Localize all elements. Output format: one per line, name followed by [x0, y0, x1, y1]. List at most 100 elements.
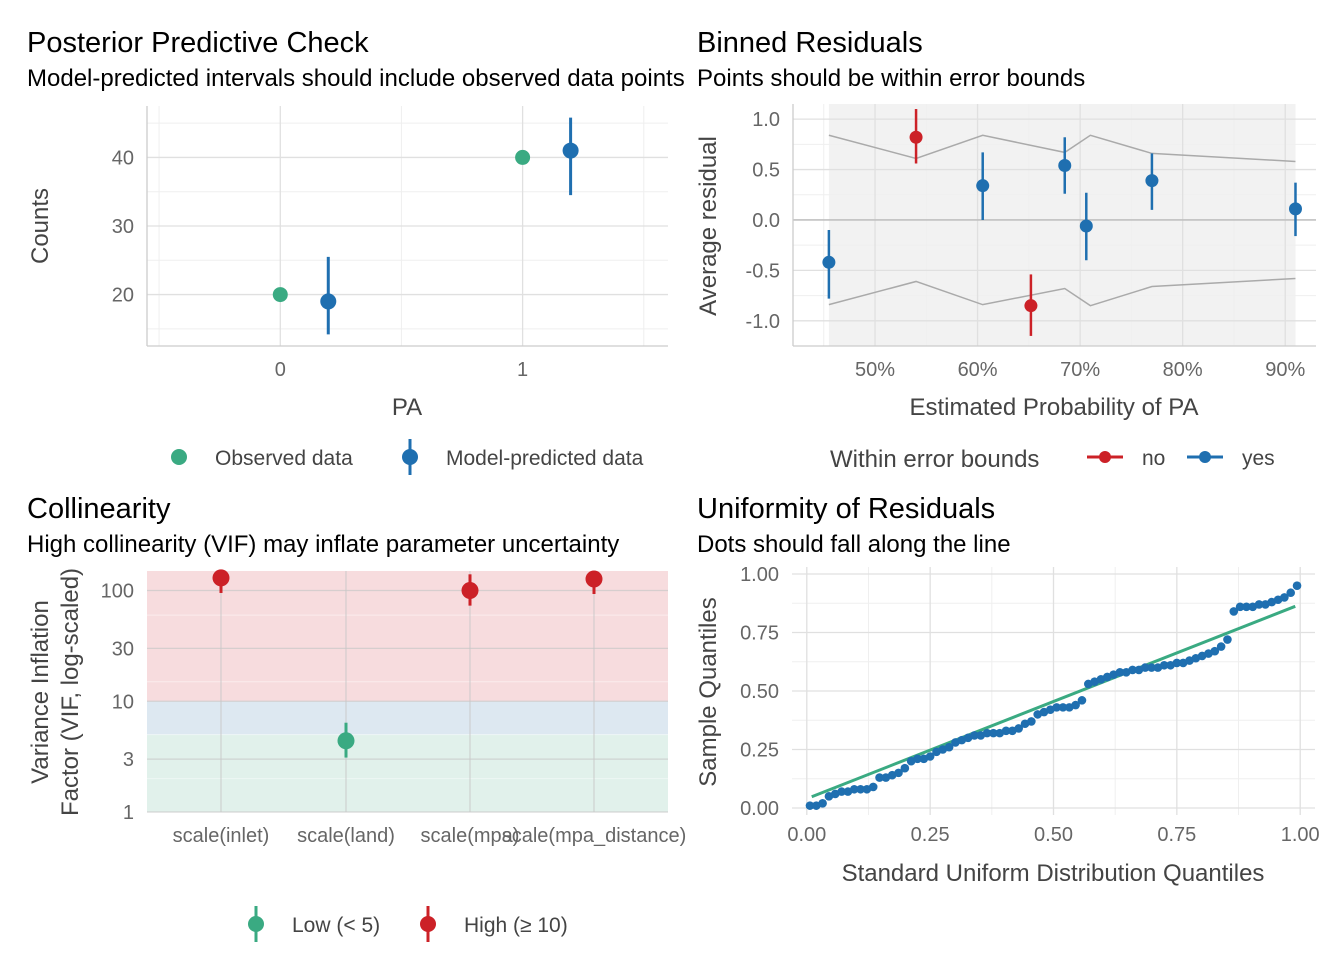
sample-quantile-point	[970, 731, 979, 740]
collinearity-title: Collinearity	[27, 493, 171, 525]
collinearity-x-tick-label: scale(mpa)	[421, 825, 520, 847]
uniformity-y-axis-title: Sample Quantiles	[695, 597, 722, 786]
binned-y-axis-title: Average residual	[695, 136, 722, 316]
uniformity-x-tick-label: 0.25	[911, 824, 950, 846]
legend-low-swatch	[248, 916, 264, 932]
panel-posterior-predictive-check: Posterior Predictive Check Model-predict…	[27, 27, 685, 475]
binned-subtitle: Points should be within error bounds	[697, 65, 1085, 92]
legend-predicted-swatch	[402, 449, 418, 465]
binned-x-tick-label: 70%	[1060, 359, 1100, 381]
sample-quantile-point	[837, 787, 846, 796]
sample-quantile-point	[925, 752, 935, 761]
legend-no-swatch	[1099, 451, 1111, 463]
binned-shaded-band	[828, 104, 1296, 346]
binned-y-tick-label: 0.5	[752, 160, 780, 182]
sample-quantile-point	[1216, 642, 1226, 651]
sample-quantile-point	[849, 784, 859, 794]
legend-observed-swatch	[171, 449, 187, 465]
ppc-y-axis-title: Counts	[27, 188, 54, 264]
collinearity-plot-area: 1 3 10 30 100 scale(inlet) scale(land) scale(mp…	[101, 569, 687, 847]
sample-quantile-point	[875, 773, 884, 782]
vif-point	[337, 732, 355, 750]
sample-quantile-point	[1159, 660, 1169, 670]
binned-point	[1058, 159, 1072, 173]
uniformity-y-tick-label: 0.00	[740, 798, 779, 820]
uniformity-y-tick-label: 0.50	[740, 681, 779, 703]
panel-uniformity-of-residuals: Uniformity of Residuals Dots should fall…	[695, 493, 1320, 887]
ppc-subtitle: Model-predicted intervals should include…	[27, 65, 685, 92]
predicted-point	[320, 293, 337, 310]
lower-error-bound	[828, 277, 1296, 307]
ppc-title: Posterior Predictive Check	[27, 27, 369, 59]
legend-no-label: no	[1142, 447, 1165, 470]
binned-legend: Within error bounds no yes	[830, 446, 1275, 473]
sample-quantile-point	[856, 784, 865, 794]
binned-y-tick-label: -1.0	[746, 311, 780, 333]
legend-predicted-label: Model-predicted data	[446, 447, 644, 470]
legend-yes-swatch	[1199, 451, 1211, 463]
uniformity-y-tick-label: 1.00	[740, 564, 779, 586]
collinearity-zone-high	[147, 571, 668, 702]
binned-point	[909, 130, 923, 144]
binned-x-tick-label: 90%	[1265, 359, 1305, 381]
sample-quantile-point	[1254, 600, 1264, 609]
uniformity-y-tick-label: 0.25	[740, 739, 779, 761]
collinearity-y-axis-title-line2: Factor (VIF, log-scaled)	[57, 568, 84, 816]
observed-point	[515, 149, 531, 165]
binned-x-tick-label: 80%	[1163, 359, 1203, 381]
binned-point	[822, 255, 836, 269]
sample-quantile-point	[1223, 635, 1232, 644]
uniformity-x-tick-label: 0.00	[787, 824, 826, 846]
sample-quantile-point	[1280, 593, 1289, 602]
sample-quantile-point	[868, 782, 878, 792]
vif-point	[212, 569, 230, 587]
sample-quantile-point	[1014, 724, 1024, 733]
binned-point	[1288, 202, 1302, 216]
ppc-y-tick-label: 40	[112, 147, 134, 169]
sample-quantile-point	[1027, 717, 1036, 726]
ppc-x-axis-title: PA	[392, 394, 422, 421]
panel-collinearity: Collinearity High collinearity (VIF) may…	[27, 493, 686, 942]
ppc-y-tick-label: 30	[112, 216, 134, 238]
sample-quantile-point	[1058, 703, 1068, 712]
sample-quantile-point	[1128, 665, 1137, 675]
collinearity-y-tick-label: 1	[123, 802, 134, 824]
legend-yes-label: yes	[1242, 447, 1275, 470]
binned-x-axis-title: Estimated Probability of PA	[909, 394, 1198, 421]
sample-quantile-point	[894, 768, 903, 778]
sample-quantile-point	[900, 763, 910, 773]
sample-quantile-point	[913, 754, 922, 764]
binned-point	[1024, 299, 1038, 313]
observed-point	[272, 287, 288, 303]
collinearity-subtitle: High collinearity (VIF) may inflate para…	[27, 531, 619, 558]
uniformity-subtitle: Dots should fall along the line	[697, 531, 1011, 558]
binned-legend-title: Within error bounds	[830, 446, 1039, 473]
uniformity-x-tick-label: 0.75	[1157, 824, 1196, 846]
sample-quantile-point	[1235, 602, 1245, 612]
ppc-y-tick-label: 20	[112, 285, 134, 307]
sample-quantile-point	[1140, 663, 1150, 672]
collinearity-y-axis-title-line1: Variance Inflation	[27, 600, 54, 784]
collinearity-zone-moderate	[147, 701, 668, 735]
binned-y-tick-label: -0.5	[746, 260, 780, 282]
binned-point	[1079, 219, 1093, 233]
sample-quantile-point	[1229, 607, 1239, 616]
uniformity-x-tick-label: 0.50	[1034, 824, 1073, 846]
sample-quantile-point	[818, 799, 827, 808]
collinearity-x-tick-label: scale(mpa_distance)	[502, 825, 687, 847]
binned-y-tick-label: 0.0	[752, 210, 780, 232]
predicted-point	[562, 142, 579, 159]
collinearity-y-tick-label: 3	[123, 749, 134, 771]
binned-y-tick-label: 1.0	[752, 109, 780, 131]
collinearity-y-tick-label: 30	[112, 638, 134, 660]
collinearity-zone-low	[147, 734, 668, 812]
sample-quantile-point	[1071, 700, 1080, 710]
uniformity-y-tick-label: 0.75	[740, 623, 779, 645]
binned-point	[976, 179, 990, 193]
uniformity-reference-line	[811, 604, 1296, 799]
panel-binned-residuals: Binned Residuals Points should be within…	[695, 27, 1316, 473]
sample-quantile-point	[944, 742, 954, 752]
vif-point	[461, 582, 479, 600]
uniformity-title: Uniformity of Residuals	[697, 493, 995, 525]
